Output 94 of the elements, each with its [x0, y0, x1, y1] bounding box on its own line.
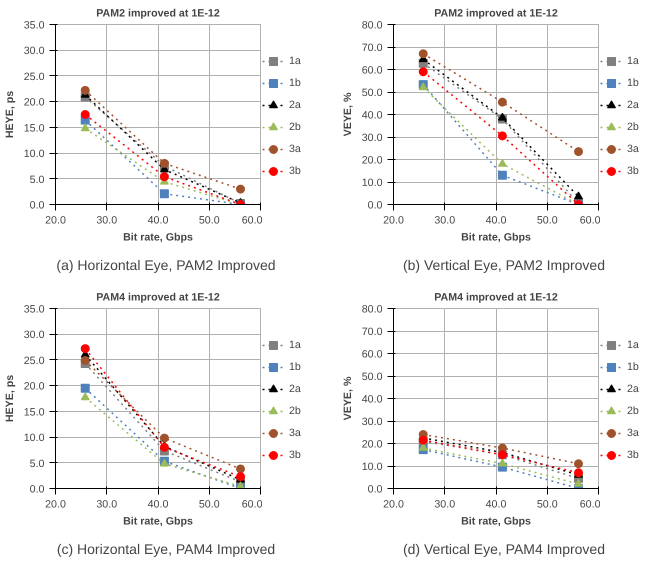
y-tick-label: 70.0 [362, 42, 383, 54]
y-tick-label: 50.0 [362, 87, 383, 99]
legend-label: 2a [289, 383, 302, 395]
y-tick-label: 20.0 [24, 380, 45, 393]
legend-label: 3a [627, 143, 640, 155]
y-tick-label: 10.0 [362, 177, 383, 189]
x-axis-title: Bit rate, Gbps [461, 232, 532, 244]
y-tick-label: 25.0 [24, 70, 45, 83]
legend-label: 3b [289, 165, 302, 177]
y-tick-label: 60.0 [362, 348, 383, 360]
text: (a) Horizontal Eye, PAM2 Improved [56, 256, 276, 275]
legend-label: 3b [627, 165, 640, 177]
y-tick-label: 25.0 [24, 354, 45, 367]
legend-label: 2a [627, 383, 640, 395]
legend-label: 2b [627, 121, 640, 133]
y-tick-label: 40.0 [362, 394, 383, 406]
x-axis-title: Bit rate, Gbps [123, 516, 194, 528]
x-tick-label: 60.0 [580, 498, 601, 510]
legend-label: 2a [289, 99, 302, 111]
x-tick-label: 60.0 [580, 214, 601, 226]
x-tick-label: 20.0 [383, 214, 404, 226]
x-tick-label: 20.0 [45, 214, 66, 226]
x-tick-label: 60.0 [242, 214, 263, 226]
y-tick-label: 80.0 [362, 20, 383, 32]
y-axis-title: VEYE, % [342, 376, 354, 420]
y-axis-title: VEYE, % [342, 92, 354, 136]
legend-label: 1a [289, 55, 302, 67]
y-tick-label: 15.0 [24, 122, 45, 134]
x-tick-label: 40.0 [486, 214, 506, 226]
y-tick-label: 5.0 [30, 174, 45, 186]
x-tick-label: 50.0 [536, 498, 558, 510]
y-tick-label: 35.0 [24, 304, 45, 316]
legend-label: 1b [627, 361, 640, 373]
text: (b) Vertical Eye, PAM2 Improved [402, 256, 606, 275]
y-tick-label: 20.0 [24, 96, 45, 109]
y-tick-label: 40.0 [362, 110, 383, 122]
legend-label: 1b [627, 77, 640, 89]
x-tick-label: 30.0 [434, 214, 456, 226]
chart-title: PAM4 improved at 1E-12 [96, 292, 220, 304]
y-tick-label: 0.0 [368, 484, 383, 496]
y-tick-label: 20.0 [362, 438, 383, 450]
chart-title: PAM4 improved at 1E-12 [434, 292, 558, 304]
y-tick-label: 60.0 [362, 64, 383, 76]
x-tick-label: 20.0 [45, 498, 66, 510]
x-tick-label: 50.0 [536, 214, 558, 226]
legend-label: 1b [289, 77, 302, 89]
y-tick-label: 30.0 [362, 132, 383, 144]
y-tick-label: 30.0 [24, 329, 45, 342]
legend-label: 3a [289, 427, 302, 439]
text: (c) Horizontal Eye, PAM4 Improved [56, 540, 276, 559]
y-tick-label: 35.0 [24, 20, 45, 32]
legend-label: 2b [289, 121, 302, 133]
legend-label: 2a [627, 99, 640, 111]
y-tick-label: 0.0 [30, 484, 45, 496]
x-axis-title: Bit rate, Gbps [123, 232, 194, 244]
y-tick-label: 50.0 [362, 371, 383, 383]
legend-label: 3a [627, 427, 640, 439]
x-tick-label: 20.0 [383, 498, 404, 510]
x-tick-label: 40.0 [148, 498, 168, 510]
y-tick-label: 15.0 [24, 406, 45, 418]
y-axis-title: HEYE, ps [4, 90, 16, 138]
x-tick-label: 30.0 [434, 498, 456, 510]
legend-label: 1b [289, 361, 302, 373]
y-tick-label: 30.0 [362, 416, 383, 428]
y-tick-label: 10.0 [24, 148, 45, 160]
chart-title: PAM2 improved at 1E-12 [96, 8, 220, 20]
x-axis-title: Bit rate, Gbps [461, 516, 532, 528]
y-axis-title: HEYE, ps [4, 374, 16, 422]
legend-label: 1a [289, 339, 302, 351]
legend-label: 2b [627, 405, 640, 417]
y-tick-label: 30.0 [24, 45, 45, 58]
text: (d) Vertical Eye, PAM4 Improved [402, 540, 606, 559]
x-tick-label: 30.0 [96, 498, 118, 510]
x-tick-label: 50.0 [198, 214, 220, 226]
y-tick-label: 0.0 [368, 200, 383, 212]
legend-label: 3a [289, 143, 302, 155]
y-tick-label: 70.0 [362, 326, 383, 338]
x-tick-label: 50.0 [198, 498, 220, 510]
legend-label: 1a [627, 55, 640, 67]
legend-label: 1a [627, 339, 640, 351]
y-tick-label: 5.0 [30, 458, 45, 470]
y-tick-label: 10.0 [24, 432, 45, 444]
y-tick-label: 20.0 [362, 154, 383, 166]
x-tick-label: 30.0 [96, 214, 118, 226]
legend-label: 2b [289, 405, 302, 417]
legend-label: 3b [627, 449, 640, 461]
y-tick-label: 0.0 [30, 200, 45, 212]
y-tick-label: 80.0 [362, 304, 383, 316]
y-tick-label: 10.0 [362, 461, 383, 473]
x-tick-label: 40.0 [148, 214, 168, 226]
x-tick-label: 60.0 [242, 498, 263, 510]
x-tick-label: 40.0 [486, 498, 506, 510]
legend-label: 3b [289, 449, 302, 461]
chart-title: PAM2 improved at 1E-12 [434, 8, 558, 20]
